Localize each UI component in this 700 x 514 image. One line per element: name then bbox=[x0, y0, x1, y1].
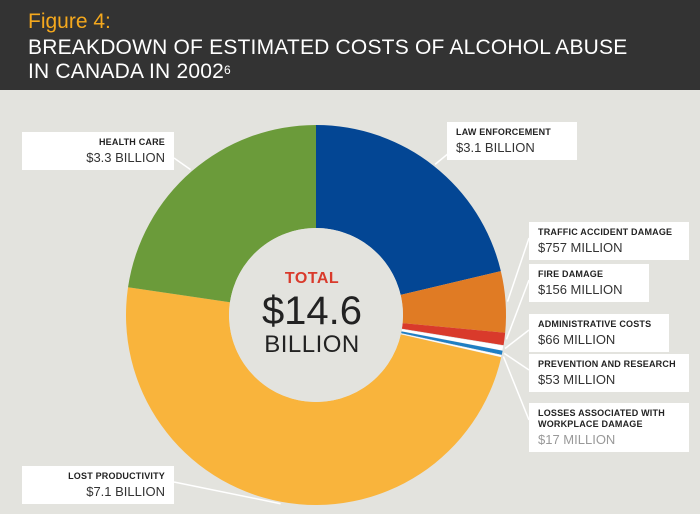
figure-title-line2-text: IN CANADA IN 2002 bbox=[28, 60, 224, 83]
figure-title: BREAKDOWN OF ESTIMATED COSTS OF ALCOHOL … bbox=[28, 36, 627, 84]
label-lost-productivity-value: $7.1 BILLION bbox=[86, 484, 165, 499]
label-lost-productivity: LOST PRODUCTIVITY $7.1 BILLION bbox=[22, 466, 174, 504]
label-fire-value: $156 MILLION bbox=[538, 282, 623, 297]
label-law-enforcement-value: $3.1 BILLION bbox=[456, 140, 535, 155]
label-prevention-value: $53 MILLION bbox=[538, 372, 616, 387]
leader-line-health-care bbox=[173, 157, 191, 171]
leader-line-fire-damage bbox=[505, 279, 530, 340]
label-workplace-damage: LOSSES ASSOCIATED WITH WORKPLACE DAMAGE … bbox=[529, 403, 689, 452]
donut-hole bbox=[229, 228, 403, 402]
label-admin-name: ADMINISTRATIVE COSTS bbox=[538, 319, 652, 329]
leader-line-administrative-costs bbox=[504, 329, 530, 350]
label-prevention-and-research: PREVENTION AND RESEARCH $53 MILLION bbox=[529, 354, 689, 392]
leader-line-prevention-and-research bbox=[503, 352, 530, 371]
slice-law-enforcement bbox=[316, 125, 501, 295]
figure-header: Figure 4: BREAKDOWN OF ESTIMATED COSTS O… bbox=[0, 0, 700, 90]
label-administrative-costs: ADMINISTRATIVE COSTS $66 MILLION bbox=[529, 314, 669, 352]
donut-slices bbox=[126, 125, 507, 506]
label-health-care-value: $3.3 BILLION bbox=[86, 150, 165, 165]
footnote-marker: 6 bbox=[223, 63, 231, 77]
label-health-care: HEALTH CARE $3.3 BILLION bbox=[22, 132, 174, 170]
label-law-enforcement-name: LAW ENFORCEMENT bbox=[456, 127, 551, 137]
slice-lost-productivity bbox=[126, 287, 502, 506]
donut-center-total: TOTAL $14.6 BILLION bbox=[222, 270, 402, 358]
label-workplace-value: $17 MILLION bbox=[538, 432, 616, 447]
label-traffic-name: TRAFFIC ACCIDENT DAMAGE bbox=[538, 227, 673, 237]
leader-lines bbox=[173, 147, 530, 505]
label-fire-damage: FIRE DAMAGE $156 MILLION bbox=[529, 264, 649, 302]
slice-prevention-and-research bbox=[401, 331, 503, 356]
leader-line-lost-productivity bbox=[173, 481, 281, 505]
label-fire-name: FIRE DAMAGE bbox=[538, 269, 604, 279]
label-traffic-accident-damage: TRAFFIC ACCIDENT DAMAGE $757 MILLION bbox=[529, 222, 689, 260]
label-workplace-name-line2: WORKPLACE DAMAGE bbox=[538, 419, 643, 429]
label-workplace-name-line1: LOSSES ASSOCIATED WITH bbox=[538, 408, 665, 418]
slice-health-care bbox=[128, 125, 316, 303]
label-lost-productivity-name: LOST PRODUCTIVITY bbox=[68, 471, 165, 481]
label-prevention-name: PREVENTION AND RESEARCH bbox=[538, 359, 676, 369]
slice-fire-damage bbox=[401, 323, 506, 346]
label-admin-value: $66 MILLION bbox=[538, 332, 616, 347]
donut-chart bbox=[126, 125, 530, 506]
figure-title-line2: IN CANADA IN 20026 bbox=[28, 60, 627, 84]
total-unit: BILLION bbox=[264, 331, 360, 358]
label-law-enforcement: LAW ENFORCEMENT $3.1 BILLION bbox=[447, 122, 577, 160]
label-health-care-name: HEALTH CARE bbox=[98, 137, 165, 147]
slice-traffic-accident-damage bbox=[400, 271, 507, 333]
leader-line-losses-associated-with-workplace-damage bbox=[502, 356, 530, 421]
total-amount: $14.6 bbox=[261, 289, 363, 333]
chart-area: TOTAL $14.6 BILLION LAW ENFORCEMENT $3.1… bbox=[0, 90, 700, 514]
total-label: TOTAL bbox=[284, 270, 340, 287]
label-traffic-value: $757 MILLION bbox=[538, 240, 623, 255]
leader-line-traffic-accident-damage bbox=[506, 237, 530, 302]
figure-title-line1: BREAKDOWN OF ESTIMATED COSTS OF ALCOHOL … bbox=[28, 36, 628, 59]
figure-label: Figure 4: bbox=[28, 10, 111, 33]
